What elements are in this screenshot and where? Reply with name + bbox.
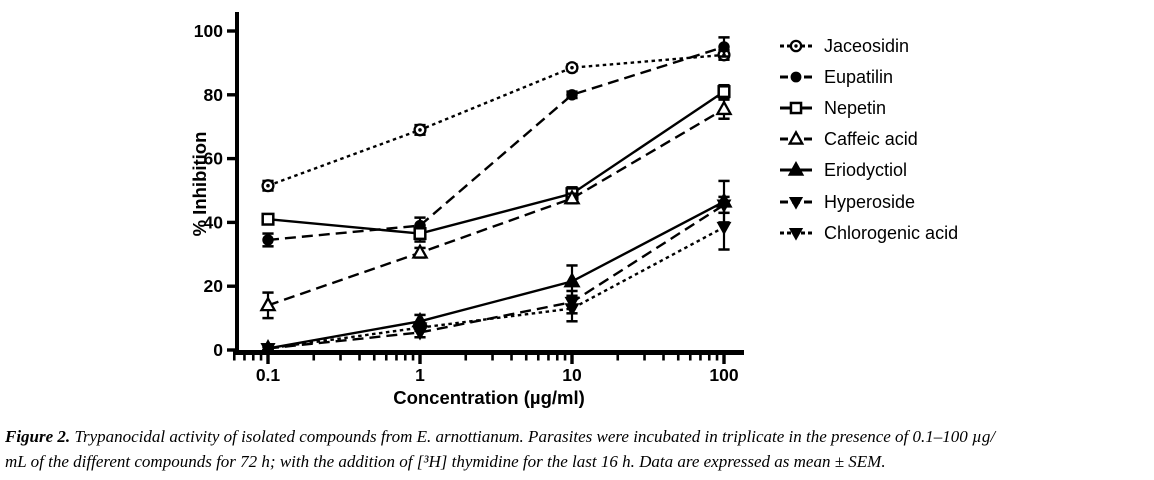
legend-item-hyperoside: Hyperoside (779, 191, 915, 213)
series-line (267, 203, 725, 350)
y-axis-title: % Inhibition (189, 132, 210, 237)
y-tick-label: 100 (194, 21, 223, 41)
legend-dashed-triangle-down-filled-icon (780, 196, 812, 210)
triangle-down-filled-marker (716, 221, 732, 236)
legend-label: Hyperoside (824, 191, 916, 212)
figure-caption: Figure 2. Trypanocidal activity of isola… (5, 424, 1153, 474)
circle-dot-open-marker (413, 123, 427, 137)
legend-dashed-circle-filled-icon (780, 71, 812, 83)
legend-label: Eriodyctiol (824, 160, 908, 181)
series-jaceosidin (261, 48, 731, 193)
series-chlorogenic-acid (260, 203, 732, 357)
circle-filled-marker (718, 41, 730, 53)
y-tick-label: 40 (204, 212, 224, 232)
series-line (267, 226, 725, 350)
x-axis-title: Concentration (µg/ml) (393, 387, 585, 408)
legend-label: Chlorogenic acid (824, 222, 959, 243)
series-hyperoside (260, 195, 732, 357)
series-line (267, 45, 725, 242)
triangle-down-filled-marker (564, 303, 580, 317)
y-tick-label: 80 (204, 85, 224, 105)
legend-item-chlorogenic-acid: Chlorogenic acid (779, 222, 958, 244)
y-tick-label: 20 (204, 276, 224, 296)
series-line (267, 200, 725, 350)
triangle-up-filled-marker (787, 161, 805, 177)
y-tick-label: 0 (213, 340, 223, 360)
triangle-down-filled-marker (412, 322, 428, 336)
triangle-up-open-marker (787, 130, 805, 145)
series-caffeic-acid (259, 98, 733, 320)
x-tick-label: 100 (709, 365, 738, 385)
legend-label: Eupatilin (824, 66, 894, 87)
legend-solid-triangle-up-filled-icon (780, 161, 812, 177)
x-tick-label: 10 (562, 365, 582, 385)
x-tick-label: 1 (415, 365, 425, 385)
legend-item-nepetin: Nepetin (779, 97, 886, 119)
series-eupatilin (262, 36, 730, 248)
square-open-marker (261, 212, 275, 226)
triangle-up-open-marker (715, 99, 733, 116)
legend-solid-square-open-icon (780, 101, 812, 115)
series-line (267, 90, 725, 235)
inhibition-line-chart: 0 20 40 60 80 100 0.1 1 10 100 % Inhibition Concent… (189, 12, 744, 408)
triangle-up-open-marker (259, 295, 277, 312)
square-open-marker (789, 101, 803, 115)
square-open-marker (717, 85, 731, 99)
triangle-up-open-marker (411, 243, 429, 259)
caption-line-1: Figure 2. Trypanocidal activity of isola… (5, 424, 1153, 449)
series-nepetin (261, 83, 731, 243)
chart-legend: Jaceosidin Eupatilin Nepetin Caffeic acid Er… (779, 0, 1149, 420)
circle-dot-open-marker (565, 61, 579, 75)
triangle-down-filled-marker (788, 196, 804, 210)
triangle-down-filled-marker (788, 227, 804, 241)
triangle-up-open-marker (563, 189, 581, 205)
caption-figure-label: Figure 2. (5, 427, 71, 446)
legend-item-eriodyctiol: Eriodyctiol (779, 159, 907, 181)
square-open-marker (413, 227, 427, 241)
triangle-down-filled-marker (260, 343, 276, 357)
legend-item-jaceosidin: Jaceosidin (779, 35, 909, 57)
caption-line-2: mL of the different compounds for 72 h; … (5, 452, 886, 471)
figure-panel: 0 20 40 60 80 100 0.1 1 10 100 % Inhibition Concent… (189, 12, 958, 408)
legend-item-caffeic-acid: Caffeic acid (779, 128, 918, 150)
circle-dot-open-marker (261, 179, 275, 193)
series-line (267, 53, 725, 187)
circle-filled-marker (566, 89, 578, 101)
legend-label: Nepetin (824, 97, 887, 118)
caption-text-1: Trypanocidal activity of isolated compou… (74, 427, 996, 446)
circle-filled-marker (262, 234, 274, 246)
legend-dotted-triangle-down-filled-icon (780, 227, 812, 241)
triangle-up-filled-marker (563, 272, 581, 288)
x-tick-label: 0.1 (256, 365, 281, 385)
series-eriodyctiol (259, 179, 733, 355)
circle-dot-open-marker (789, 39, 803, 52)
legend-item-eupatilin: Eupatilin (779, 66, 893, 88)
series-line (267, 108, 725, 307)
axes: 0 20 40 60 80 100 0.1 1 10 100 % Inhibition Concent… (189, 12, 744, 408)
legend-label: Jaceosidin (824, 35, 910, 56)
legend-dotted-circle-dot-open-icon (780, 39, 812, 52)
legend-label: Caffeic acid (824, 129, 918, 150)
y-tick-label: 60 (204, 149, 224, 169)
circle-filled-marker (790, 71, 802, 83)
legend-dashed-triangle-up-open-icon (780, 130, 812, 145)
